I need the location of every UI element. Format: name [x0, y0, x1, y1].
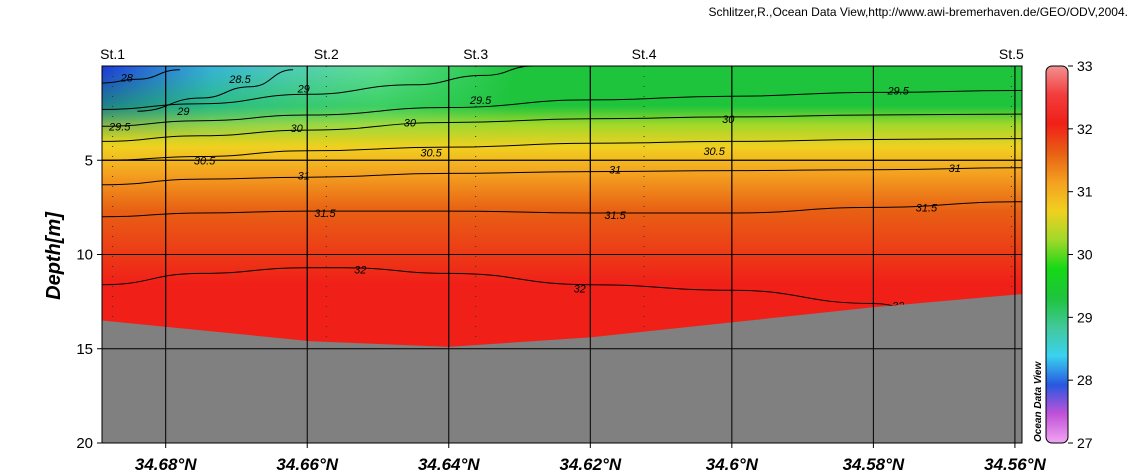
y-axis-ticks: 5 10 15 20	[76, 152, 102, 452]
contour-31	[102, 167, 1022, 186]
contour-30.5	[102, 138, 1022, 161]
contour-label-30-1: 30	[404, 118, 417, 130]
x-tick-label-0: 34.68°N	[135, 455, 197, 472]
contour-label-29-0: 29	[176, 106, 189, 118]
contour-label-31-1: 31	[609, 165, 621, 177]
contour-label-28.5-0: 28.5	[228, 74, 251, 86]
contour-label-29-1: 29	[297, 84, 310, 96]
contour-label-30.5-0: 30.5	[194, 155, 216, 167]
station-label-5: St.5	[999, 46, 1024, 62]
contour-29	[102, 66, 534, 110]
plot-area: 28 28.5 29 29 29.5 29.5 29.5 30 30 30 30.5 30.5 30.5…	[101, 65, 1023, 444]
x-tick-label-6: 34.56°N	[984, 455, 1046, 472]
contour-label-32-0: 32	[354, 265, 366, 277]
contour-label-29.5-1: 29.5	[469, 95, 492, 107]
colorbar-tick-label-6: 33	[1077, 58, 1093, 74]
grid-over-floor	[102, 66, 1022, 443]
contour-lines	[102, 66, 1022, 308]
contour-label-31.5-1: 31.5	[604, 210, 626, 222]
y-tick-label-2: 15	[76, 341, 93, 358]
contour-label-29.5-0: 29.5	[108, 121, 131, 133]
station-labels: St.1 St.2 St.3 St.4 St.5	[100, 46, 1024, 62]
contour-label-30-0: 30	[290, 123, 303, 135]
contour-label-32-1: 32	[574, 283, 586, 295]
colorbar-scale	[1045, 65, 1069, 444]
colorbar-tick-label-4: 31	[1077, 184, 1093, 200]
contour-label-31-0: 31	[298, 170, 310, 182]
station-label-4: St.4	[632, 46, 657, 62]
colorbar-tick-label-0: 27	[1077, 435, 1093, 451]
x-tick-label-1: 34.66°N	[276, 455, 338, 472]
contour-label-31-2: 31	[949, 163, 961, 175]
x-tick-label-5: 34.58°N	[843, 455, 905, 472]
sea-floor	[102, 294, 1022, 443]
x-tick-label-2: 34.64°N	[418, 455, 480, 472]
contour-label-30-2: 30	[722, 114, 735, 126]
station-label-3: St.3	[463, 46, 488, 62]
colorbar-tick-label-3: 30	[1077, 247, 1093, 263]
contour-label-28-0: 28	[120, 72, 134, 84]
x-tick-label-3: 34.62°N	[559, 455, 621, 472]
station-label-1: St.1	[100, 46, 125, 62]
colorbar-ticks: 27 28 29 30 31 32 33	[1068, 58, 1093, 451]
x-tick-label-4: 34.6°N	[706, 455, 759, 472]
contour-label-30.5-2: 30.5	[703, 146, 725, 158]
y-tick-label-1: 10	[76, 247, 93, 264]
credit-text: Schlitzer,R.,Ocean Data View,http://www.…	[708, 5, 1128, 19]
contour-label-30.5-1: 30.5	[420, 148, 442, 160]
contour-32	[102, 267, 909, 308]
colorbar: 27 28 29 30 31 32 33	[1045, 58, 1093, 451]
y-axis-label: Depth[m]	[43, 211, 65, 300]
odv-watermark: Ocean Data View	[1033, 361, 1044, 442]
contour-30	[102, 113, 1022, 142]
station-label-2: St.2	[314, 46, 339, 62]
contour-label-29.5-2: 29.5	[886, 86, 909, 98]
colorbar-tick-label-5: 32	[1077, 121, 1093, 137]
colorbar-tick-label-2: 29	[1077, 309, 1093, 325]
y-tick-label-0: 5	[85, 152, 93, 169]
x-axis-ticks: 34.68°N 34.66°N 34.64°N 34.62°N 34.6°N 34.58°…	[135, 443, 1046, 472]
y-tick-label-3: 20	[76, 435, 93, 452]
colorbar-tick-label-1: 28	[1077, 372, 1093, 388]
contour-label-31.5-2: 31.5	[916, 202, 938, 214]
contour-29.5	[102, 90, 1022, 127]
contour-label-31.5-0: 31.5	[314, 208, 336, 220]
contour-31.5	[102, 201, 1022, 218]
